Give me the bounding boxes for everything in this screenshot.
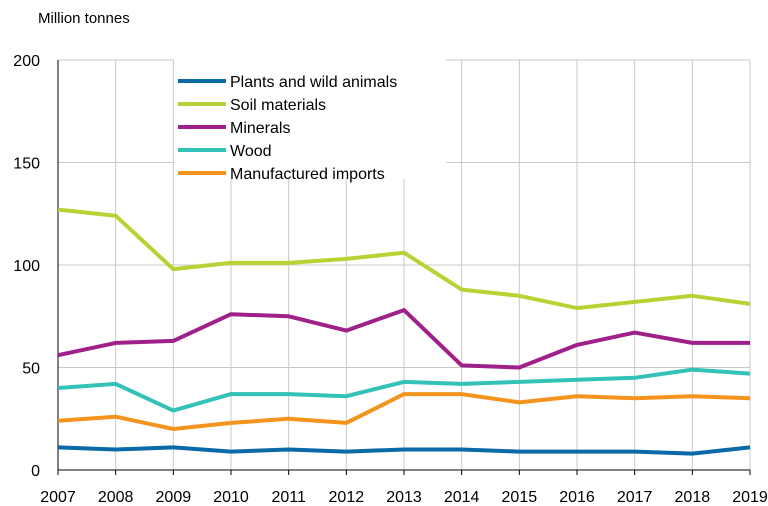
x-tick-label: 2018 xyxy=(675,489,711,506)
x-tick-label: 2019 xyxy=(732,489,768,506)
x-tick-label: 2007 xyxy=(40,489,76,506)
axes xyxy=(57,60,751,475)
x-tick-label: 2015 xyxy=(502,489,538,506)
y-tick-label: 100 xyxy=(13,258,40,275)
x-tick-label: 2009 xyxy=(156,489,192,506)
y-tick-label: 150 xyxy=(13,156,40,173)
legend-background xyxy=(174,58,446,179)
legend-label: Minerals xyxy=(230,120,290,137)
x-tick-label: 2010 xyxy=(213,489,249,506)
y-axis-unit-label: Million tonnes xyxy=(38,10,130,27)
y-tick-label: 50 xyxy=(22,361,40,378)
legend-label: Wood xyxy=(230,143,272,160)
x-tick-label: 2014 xyxy=(444,489,480,506)
x-tick-label: 2013 xyxy=(386,489,422,506)
x-tick-label: 2011 xyxy=(271,489,306,506)
series-line-minerals xyxy=(57,308,750,370)
y-tick-label: 0 xyxy=(31,463,40,480)
series-line-wood xyxy=(57,367,751,413)
legend-label: Manufactured imports xyxy=(230,166,385,183)
x-tick-label: 2012 xyxy=(329,489,365,506)
series-line-plants-and-wild-animals xyxy=(57,445,751,456)
legend-label: Soil materials xyxy=(230,97,326,114)
y-tick-label: 200 xyxy=(13,53,40,70)
legend-label: Plants and wild animals xyxy=(230,74,397,91)
legend: Plants and wild animals Soil materials Min… xyxy=(174,58,446,183)
series-lines xyxy=(57,207,751,456)
series-line-manufactured-imports xyxy=(57,392,751,431)
x-tick-label: 2017 xyxy=(617,489,653,506)
series-line-soil-materials xyxy=(57,207,751,311)
tick-labels: 0 50 100 150 200 2007 2008 2009 2010 2011 2012 2013… xyxy=(13,53,768,506)
x-tick-label: 2008 xyxy=(98,489,134,506)
x-tick-label: 2016 xyxy=(559,489,595,506)
